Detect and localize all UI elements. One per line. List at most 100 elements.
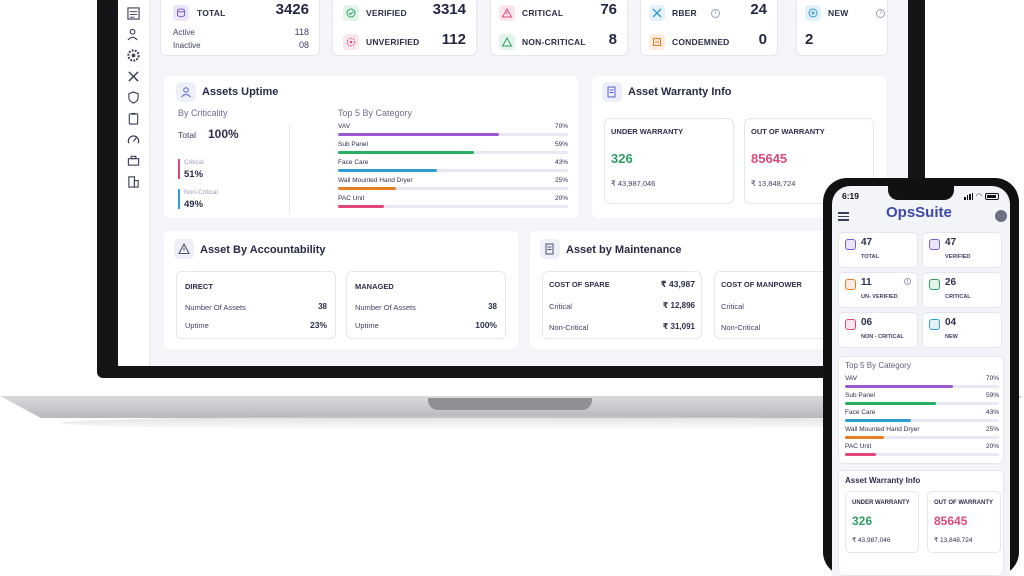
phone-stat-tile[interactable]: 04 NEW [922, 312, 1002, 348]
managed-card[interactable]: MANAGED Number Of Assets 38 Uptime 100% [346, 271, 506, 339]
phone-stat-tile[interactable]: 06 NON - CRITICAL [838, 312, 918, 348]
non-critical-icon [845, 319, 856, 330]
phone-warranty-title: Asset Warranty Info [845, 476, 921, 485]
category-name: Wall Mounted Hand Dryer [845, 426, 920, 433]
category-row: Sub Panel 59% [845, 392, 999, 409]
status-time: 6:19 [842, 191, 860, 201]
inactive-value: 08 [298, 40, 309, 50]
manpower-label: COST OF MANPOWER [721, 280, 802, 289]
critical-icon [929, 279, 940, 290]
stat-card-rber[interactable]: RBER i 24 CONDEMNED 0 [640, 0, 778, 56]
category-bar-fill [338, 169, 437, 172]
category-bar-fill [338, 133, 499, 136]
phone-tile-value: 26 [945, 277, 957, 288]
clipboard-icon[interactable] [125, 109, 143, 127]
verified-icon [929, 239, 940, 250]
phone-stat-tile[interactable]: 26 CRITICAL [922, 272, 1002, 308]
direct-card[interactable]: DIRECT Number Of Assets 38 Uptime 23% [176, 271, 336, 339]
category-bar-track [338, 151, 568, 154]
stat-card-total[interactable]: TOTAL 3426 Active 118 Inactive 08 [160, 0, 320, 56]
category-row: PAC Unit 20% [338, 195, 568, 213]
phone-tile-value: 11 [861, 277, 872, 288]
phone-under-warranty[interactable]: UNDER WARRANTY 326 ₹ 43,987,046 [845, 491, 919, 553]
top5-category-list: VAV 70% Sub Panel 59% Face Care 43% Wall Mount… [338, 123, 568, 213]
category-bar-fill [845, 419, 912, 422]
phone-top5-card: Top 5 By Category VAV 70% Sub Panel 59% Face… [838, 356, 1004, 464]
out-of-warranty-amount: ₹ 13,848,724 [751, 179, 796, 188]
assets-uptime-title: Assets Uptime [202, 86, 279, 98]
dashboard-gauge-icon[interactable] [125, 130, 143, 148]
manpower-noncritical-label: Non-Critical [721, 323, 761, 332]
phone-stat-tile[interactable]: 47 TOTAL [838, 232, 918, 268]
category-row: VAV 70% [338, 123, 568, 141]
stat-card-criticality[interactable]: CRITICAL 76 NON-CRITICAL 8 [490, 0, 628, 56]
rber-value: 24 [750, 1, 767, 18]
phone-stat-tile[interactable]: 11 UN- VERIFIED i [838, 272, 918, 308]
phone-top5-list: VAV 70% Sub Panel 59% Face Care 43% Wall Mount… [845, 375, 999, 460]
new-value: 2 [805, 31, 814, 48]
phone-out-amount: ₹ 13,848,724 [934, 537, 973, 544]
out-of-warranty-label: OUT OF WARRANTY [751, 127, 825, 136]
stacked-report-icon[interactable] [125, 4, 143, 22]
category-name: PAC Unit [338, 195, 365, 202]
asset-accountability-panel: Asset By Accountability DIRECT Number Of… [164, 231, 518, 349]
phone-out-label: OUT OF WARRANTY [934, 500, 993, 506]
category-percent: 43% [554, 159, 568, 166]
warranty-document-icon [602, 82, 622, 102]
under-warranty-card[interactable]: UNDER WARRANTY 326 ₹ 43,987,046 [604, 118, 734, 204]
under-warranty-amount: ₹ 43,987,046 [611, 179, 656, 188]
direct-label: DIRECT [185, 282, 213, 291]
category-name: Sub Panel [845, 392, 875, 399]
laptop-shadow [60, 416, 920, 430]
tools-cross-icon [649, 5, 665, 21]
noncritical-label: Non-Critical [184, 189, 218, 196]
verified-value: 3314 [432, 1, 466, 18]
info-icon[interactable]: i [876, 8, 886, 18]
critical-label: CRITICAL [522, 8, 564, 18]
category-bar-track [845, 419, 999, 422]
category-bar-fill [845, 402, 936, 405]
stat-card-verification[interactable]: VERIFIED 3314 UNVERIFIED 112 [332, 0, 477, 56]
hamburger-menu-icon[interactable] [838, 212, 849, 221]
category-percent: 59% [554, 141, 568, 148]
info-icon[interactable]: i [904, 278, 911, 285]
phone-screen: 6:19 ◠ OpsSuite 47 TOTAL 47 VERIFIED 11 UN- V… [832, 186, 1010, 576]
maintenance-document-icon [540, 239, 560, 259]
user-avatar-icon[interactable] [995, 210, 1007, 222]
noncritical-indicator [178, 189, 180, 209]
active-label: Active [173, 28, 195, 37]
wrench-cross-icon[interactable] [125, 67, 143, 85]
managed-assets-label: Number Of Assets [355, 303, 416, 312]
category-bar-track [338, 133, 568, 136]
category-bar-track [338, 169, 568, 172]
managed-label: MANAGED [355, 282, 394, 291]
category-bar-track [845, 402, 999, 405]
category-row: PAC Unit 20% [845, 443, 999, 460]
phone-out-warranty[interactable]: OUT OF WARRANTY 85645 ₹ 13,848,724 [927, 491, 1001, 553]
user-tools-icon[interactable] [125, 25, 143, 43]
active-value: 118 [294, 27, 309, 37]
managed-uptime-label: Uptime [355, 321, 379, 330]
cost-of-spare-card[interactable]: COST OF SPARE ₹ 43,987 Critical ₹ 12,896… [542, 271, 702, 339]
gear-circle-icon[interactable] [125, 46, 143, 64]
triangle-ok-icon [499, 34, 515, 50]
spare-noncritical-value: ₹ 31,091 [662, 322, 695, 331]
shield-icon[interactable] [125, 88, 143, 106]
direct-uptime-value: 23% [309, 320, 327, 330]
stat-card-new[interactable]: NEW i 2 [796, 0, 888, 56]
spare-total: ₹ 43,987 [660, 279, 695, 289]
phone-stat-tile[interactable]: 47 VERIFIED [922, 232, 1002, 268]
building-icon[interactable] [125, 172, 143, 190]
category-bar-fill [338, 187, 396, 190]
unverified-label: UNVERIFIED [366, 37, 420, 47]
database-icon [173, 5, 189, 21]
toolbox-icon[interactable] [125, 151, 143, 169]
non-critical-label: NON-CRITICAL [522, 37, 586, 47]
category-row: VAV 70% [845, 375, 999, 392]
total-value: 3426 [275, 1, 309, 18]
under-warranty-value: 326 [611, 151, 633, 166]
info-icon[interactable]: i [710, 8, 720, 18]
category-bar-fill [338, 205, 384, 208]
warning-triangle-icon [499, 5, 515, 21]
category-name: PAC Unit [845, 443, 872, 450]
